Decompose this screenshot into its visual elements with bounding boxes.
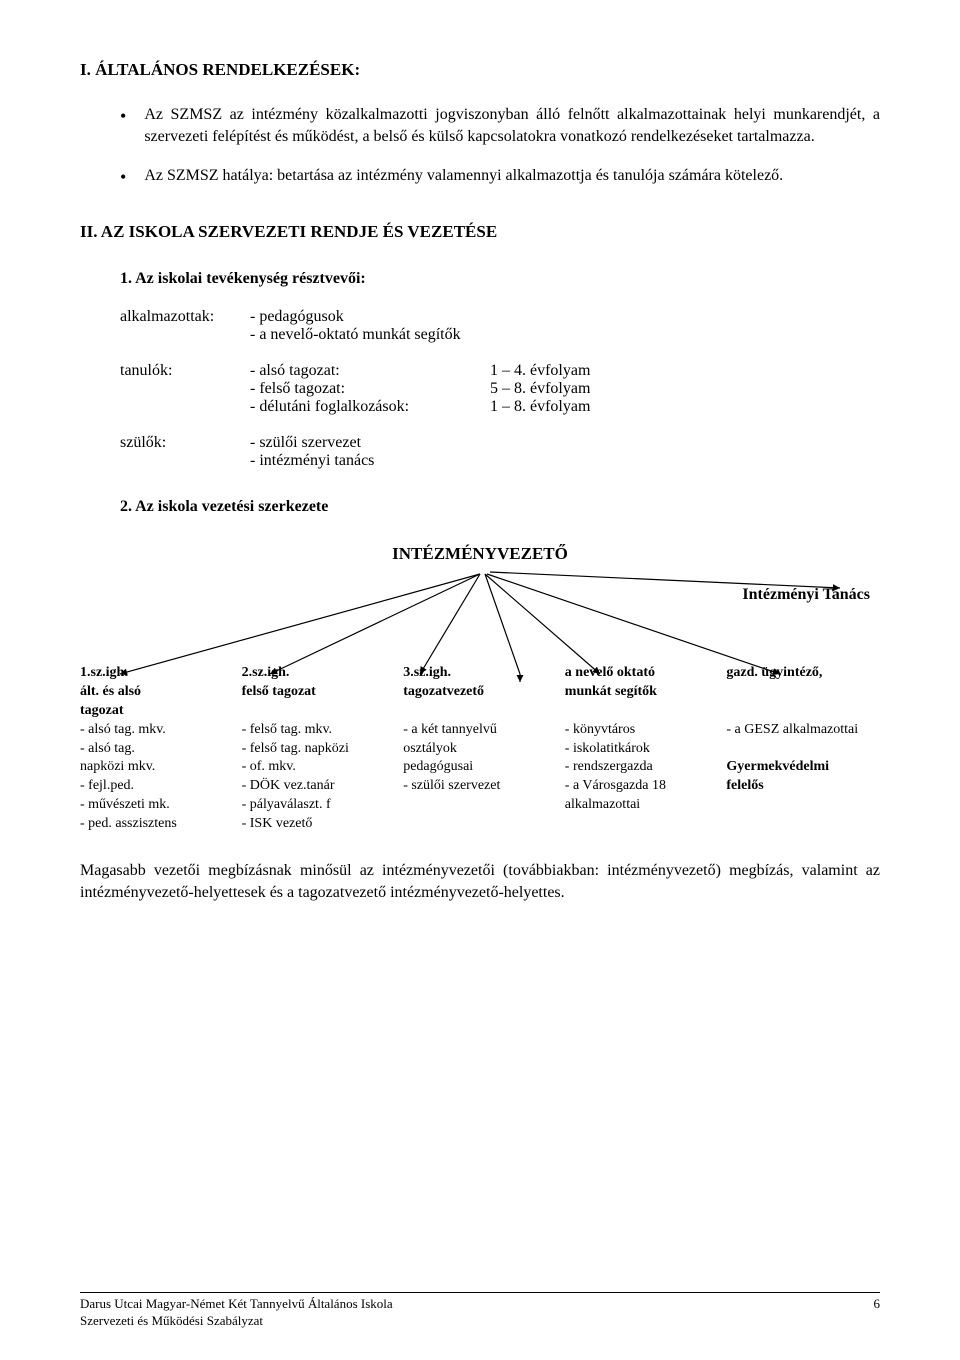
def-value: 5 – 8. évfolyam [490, 380, 630, 398]
def-value: - alsó tagozat: [250, 362, 490, 380]
col-header: felső tagozat [242, 683, 396, 702]
def-value: - délutáni foglalkozások: [250, 398, 490, 416]
org-col-4: a nevelő oktató munkát segítők - könyvtá… [565, 664, 727, 834]
col-header: tagozat [80, 702, 234, 721]
org-col-2: 2.sz.igh. felső tagozat - felső tag. mkv… [242, 664, 404, 834]
col-line: alkalmazottai [565, 796, 719, 815]
bullet-icon: • [120, 104, 126, 149]
col-line: - ped. asszisztens [80, 815, 234, 834]
col-header: a nevelő oktató [565, 664, 719, 683]
col-header: 2.sz.igh. [242, 664, 396, 683]
col-header: 1.sz.igh. [80, 664, 234, 683]
col-line: pedagógusai [403, 758, 557, 777]
footer-line-1: Darus Utcai Magyar-Német Két Tannyelvű Á… [80, 1296, 393, 1313]
col-line: - könyvtáros [565, 721, 719, 740]
section-1-heading: I. ÁLTALÁNOS RENDELKEZÉSEK: [80, 60, 880, 80]
col-line: napközi mkv. [80, 758, 234, 777]
bullet-icon: • [120, 165, 126, 190]
def-value: - felső tagozat: [250, 380, 490, 398]
def-value: - szülői szervezet [250, 434, 880, 452]
def-label-alkalmazottak: alkalmazottak: [120, 308, 250, 344]
footer-line-2: Szervezeti és Működési Szabályzat [80, 1313, 393, 1330]
col-line: - iskolatitkárok [565, 740, 719, 759]
bullet-item: • Az SZMSZ az intézmény közalkalmazotti … [120, 104, 880, 149]
bullet-text: Az SZMSZ hatálya: betartása az intézmény… [144, 165, 783, 190]
def-label-szulok: szülők: [120, 434, 250, 470]
col-line: - pályaválaszt. f [242, 796, 396, 815]
col-line: - felső tag. napközi [242, 740, 396, 759]
def-label-tanulok: tanulók: [120, 362, 250, 416]
col-line: - alsó tag. mkv. [80, 721, 234, 740]
col-header: 3.sz.igh. [403, 664, 557, 683]
def-value: - a nevelő-oktató munkát segítők [250, 326, 880, 344]
col-line: - rendszergazda [565, 758, 719, 777]
col-line: - a két tannyelvű [403, 721, 557, 740]
org-col-5: gazd. ügyintéző, - a GESZ alkalmazottai … [726, 664, 880, 834]
def-value: 1 – 4. évfolyam [490, 362, 630, 380]
col-header: ált. és alsó [80, 683, 234, 702]
col-line: - fejl.ped. [80, 777, 234, 796]
bullet-item: • Az SZMSZ hatálya: betartása az intézmé… [120, 165, 880, 190]
def-value: 1 – 8. évfolyam [490, 398, 630, 416]
col-line: - alsó tag. [80, 740, 234, 759]
section-2-heading: II. AZ ISKOLA SZERVEZETI RENDJE ÉS VEZET… [80, 222, 880, 242]
col-line: - of. mkv. [242, 758, 396, 777]
def-value: - pedagógusok [250, 308, 880, 326]
def-value: - intézményi tanács [250, 452, 880, 470]
col-line: - művészeti mk. [80, 796, 234, 815]
bullet-text: Az SZMSZ az intézmény közalkalmazotti jo… [144, 104, 880, 149]
col-header: tagozatvezető [403, 683, 557, 702]
col-line: felelős [726, 777, 880, 796]
org-columns: 1.sz.igh. ált. és alsó tagozat - alsó ta… [80, 664, 880, 834]
page-number: 6 [874, 1296, 881, 1330]
org-root-label: INTÉZMÉNYVEZETŐ [80, 544, 880, 564]
col-header: munkát segítők [565, 683, 719, 702]
numbered-item-1: 1. Az iskolai tevékenység résztvevői: [120, 270, 880, 288]
org-col-1: 1.sz.igh. ált. és alsó tagozat - alsó ta… [80, 664, 242, 834]
col-line: - ISK vezető [242, 815, 396, 834]
col-header: gazd. ügyintéző, [726, 664, 880, 683]
page-footer: Darus Utcai Magyar-Német Két Tannyelvű Á… [80, 1292, 880, 1330]
col-line: - szülői szervezet [403, 777, 557, 796]
col-line: - felső tag. mkv. [242, 721, 396, 740]
numbered-item-2: 2. Az iskola vezetési szerkezete [120, 498, 880, 516]
col-line: - DÖK vez.tanár [242, 777, 396, 796]
paragraph: Magasabb vezetői megbízásnak minősül az … [80, 860, 880, 905]
col-line: osztályok [403, 740, 557, 759]
col-line: - a GESZ alkalmazottai [726, 721, 880, 740]
col-line: - a Városgazda 18 [565, 777, 719, 796]
org-col-3: 3.sz.igh. tagozatvezető - a két tannyelv… [403, 664, 565, 834]
col-line: Gyermekvédelmi [726, 758, 880, 777]
